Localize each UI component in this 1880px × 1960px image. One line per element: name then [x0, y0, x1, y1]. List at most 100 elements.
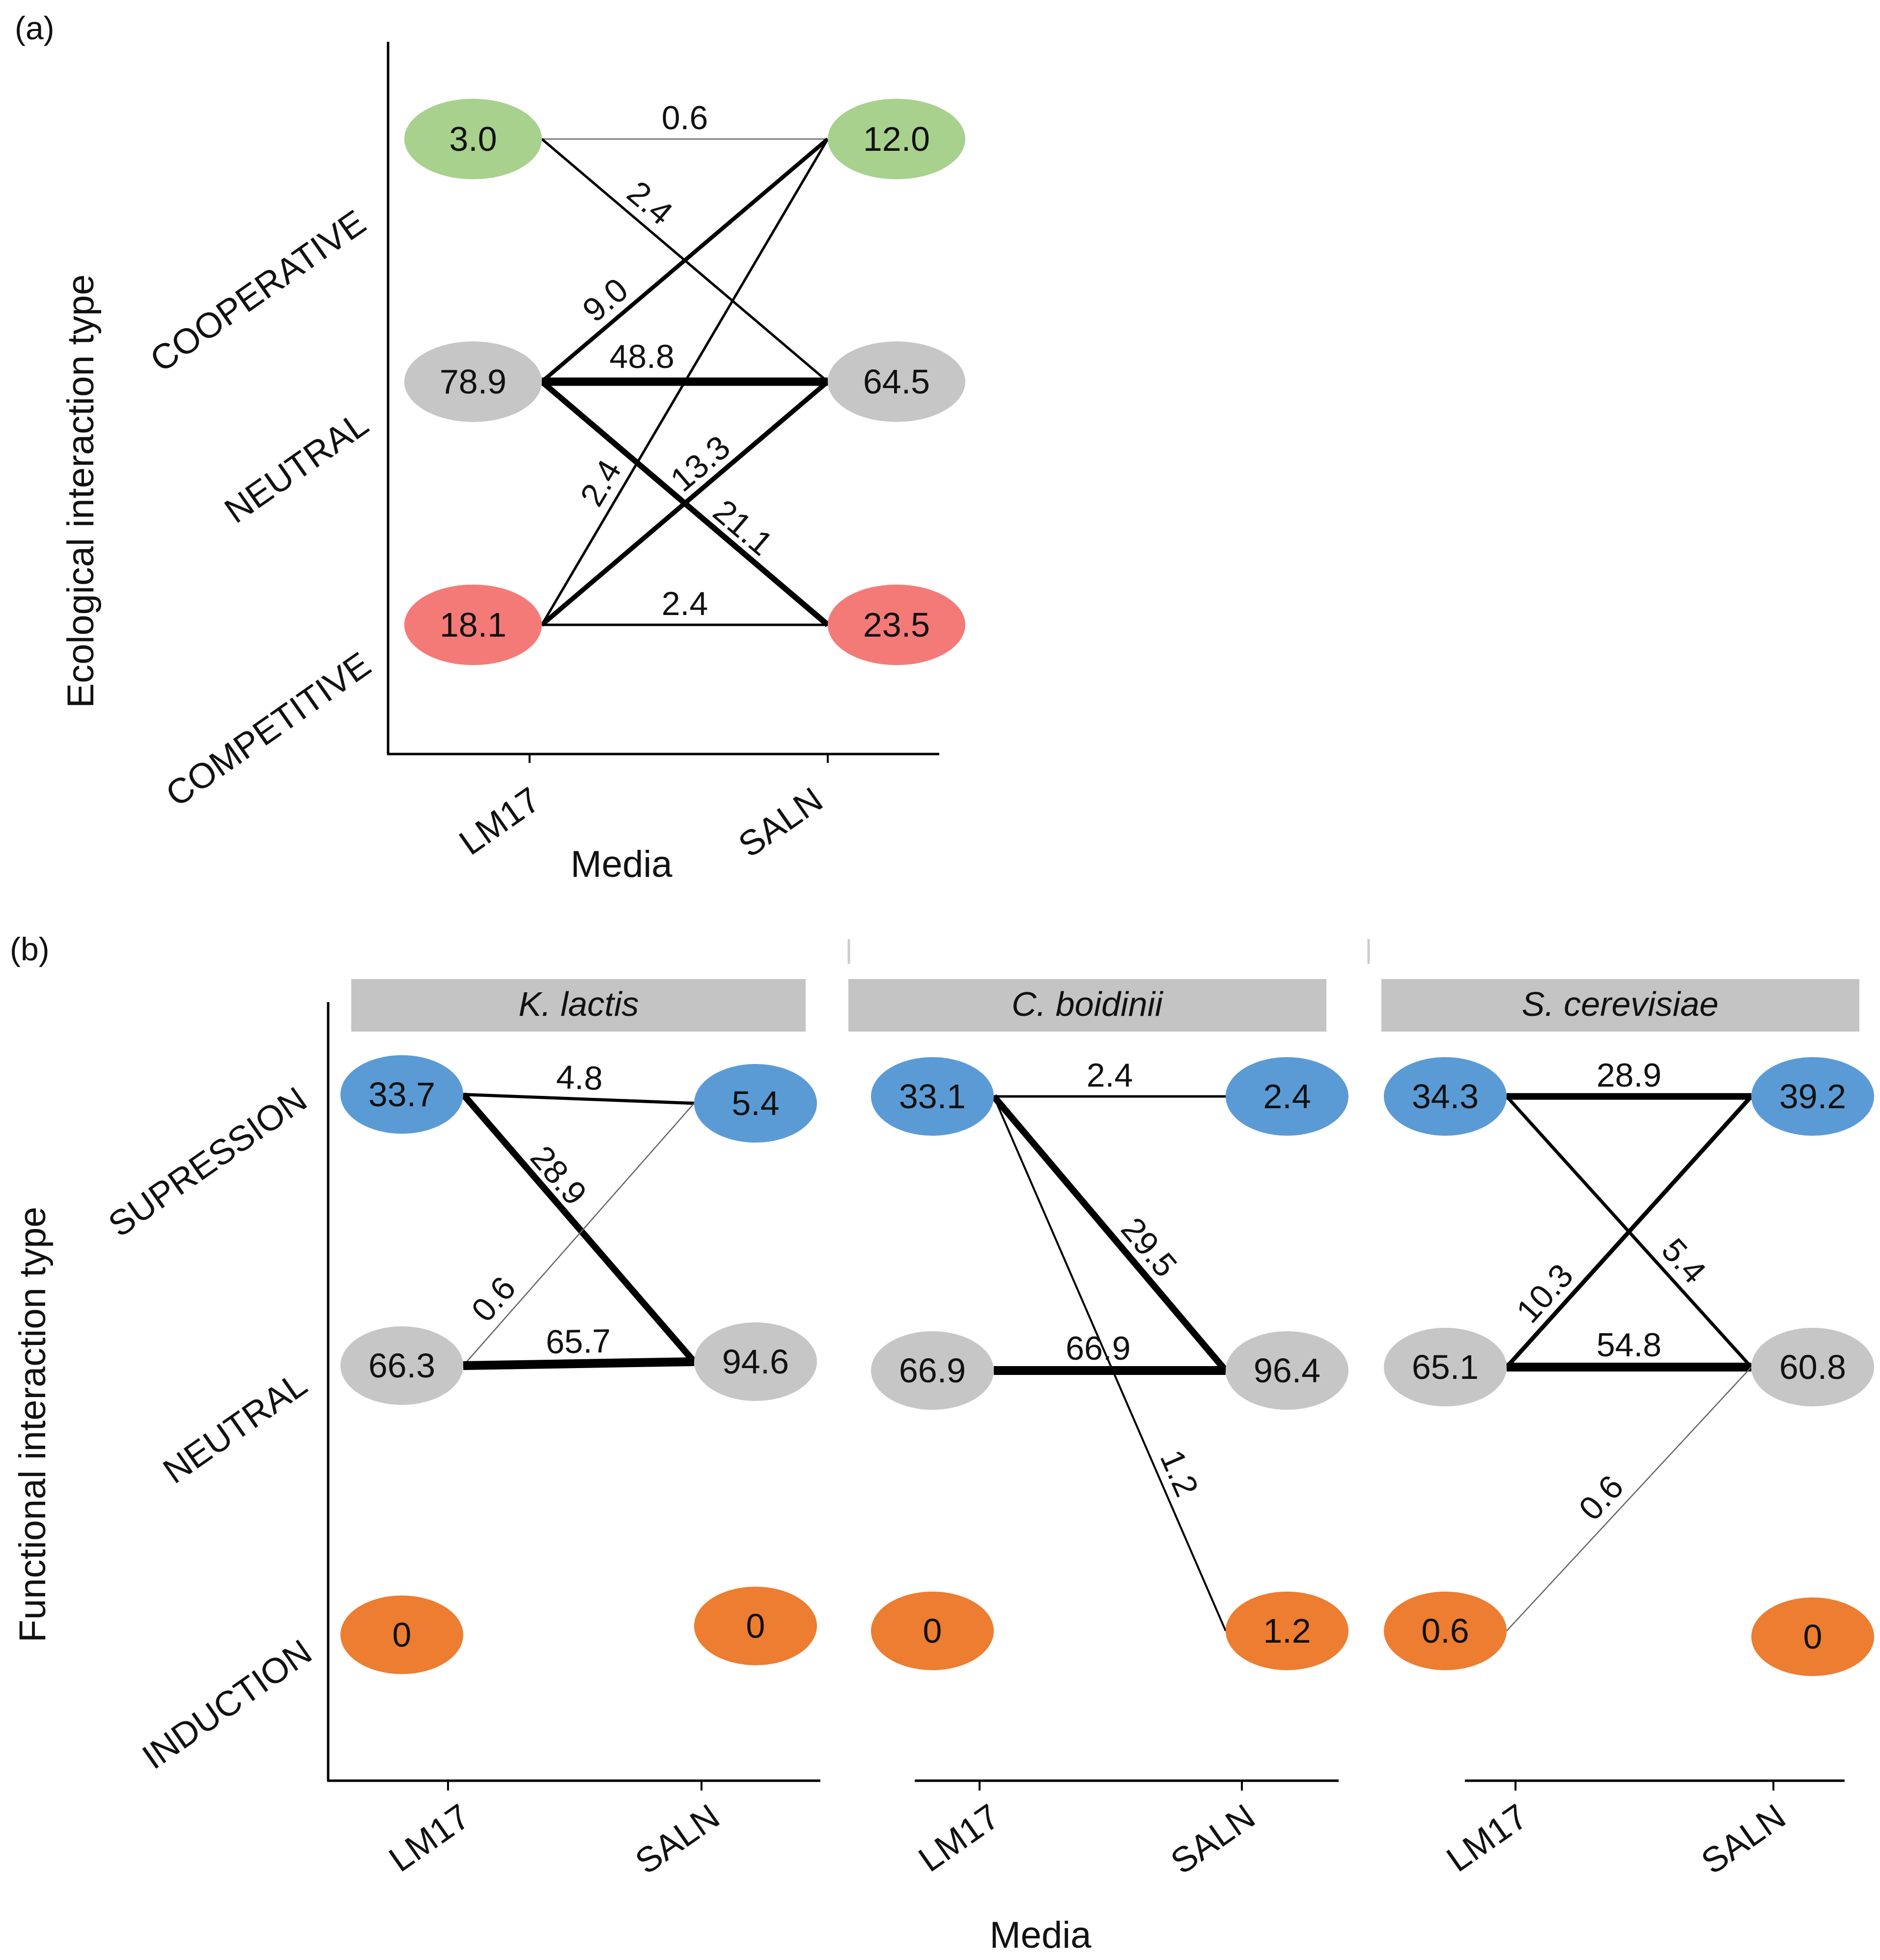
panel-a-node-value-lm17-competitive: 18.1: [440, 606, 506, 644]
panel-a-flow-label-cooperative-to-cooperative: 0.6: [662, 99, 708, 137]
facet-k-lactis-flow-neutral-to-supression: [463, 1103, 695, 1366]
facet-tick-label-saln: SALN: [1694, 1797, 1793, 1882]
facet-nodes: 33.1 66.9 0 2.4 96.4 1.2: [871, 1057, 1348, 1670]
facet-k-lactis-node-value-lm17-neutral: 66.3: [368, 1346, 435, 1385]
panel-a-flow-label-cooperative-to-neutral: 2.4: [620, 174, 679, 232]
facet-strip-c-boidinii: [848, 979, 1326, 1032]
facet-s-cerevisiae-flow-label-neutral-to-neutral: 54.8: [1597, 1326, 1661, 1364]
facet-k-lactis-node-lm17-induction: [340, 1596, 463, 1674]
facet-strip-label-s-cerevisiae: S. cerevisiae: [1522, 985, 1719, 1023]
facet-tick-label-lm17: LM17: [1440, 1797, 1535, 1880]
panel-a-cat-neutral: NEUTRAL: [218, 404, 375, 531]
facet-k-lactis-node-value-saln-induction: 0: [746, 1607, 765, 1645]
panel-a-flows: 0.62.49.048.821.12.4 13.32.4: [540, 99, 830, 627]
panel-a-label: (a): [15, 10, 55, 46]
facet-s-cerevisiae-node-value-lm17-supression: 34.3: [1412, 1077, 1479, 1116]
panel-a-flow-label-neutral-to-cooperative: 9.0: [576, 271, 635, 329]
facet-flows: 28.9 5.4 10.3 54.8 0.6: [1505, 1057, 1753, 1631]
facet-k-lactis-node-value-saln-neutral: 94.6: [722, 1343, 789, 1381]
facet-flows: 2.429.51.266.9: [991, 1057, 1229, 1631]
facet-tick-label-lm17: LM17: [912, 1797, 1007, 1880]
facet-k-lactis-flow-label-neutral-to-supression: 0.6: [464, 1269, 523, 1329]
facet-c-boidinii-node-lm17-induction: [871, 1592, 994, 1670]
facet-c-boidinii-node-lm17-neutral: [871, 1331, 994, 1410]
facet-c-boidinii-flow-label-neutral-to-neutral: 66.9: [1066, 1330, 1130, 1367]
panel-a: (a) Ecological interaction type Media CO…: [15, 10, 965, 885]
facet-c-boidinii-node-saln-induction: [1226, 1592, 1348, 1670]
facet-s-cerevisiae-node-value-lm17-induction: 0.6: [1421, 1612, 1469, 1650]
facet-s-cerevisiae-flow-label-induction-to-neutral: 0.6: [1572, 1468, 1631, 1528]
facet-c-boidinii-node-value-lm17-induction: 0: [923, 1612, 942, 1650]
panel-a-nodes: 3.0 78.9 18.1 12.0 64.5 23.5: [404, 99, 965, 665]
panel-a-flow-label-competitive-to-competitive: 2.4: [662, 585, 708, 622]
panel-a-cat-competitive: COMPETITIVE: [159, 645, 378, 814]
panel-a-node-saln-neutral: [828, 341, 965, 422]
facet-strip-label-c-boidinii: C. boidinii: [1011, 985, 1164, 1023]
facet-nodes: 34.3 65.1 0.6 39.2 60.8 0: [1384, 1057, 1874, 1676]
facet-s-cerevisiae-node-value-saln-neutral: 60.8: [1779, 1348, 1846, 1386]
facet-k-lactis-flow-supression-to-supression: [463, 1092, 695, 1105]
facet-s-cerevisiae-node-lm17-induction: [1384, 1592, 1507, 1670]
facet-k-lactis-node-value-lm17-supression: 33.7: [368, 1075, 435, 1114]
facet-s-cerevisiae-node-value-lm17-neutral: 65.1: [1412, 1348, 1479, 1386]
facet-k-lactis-flow-label-supression-to-supression: 4.8: [556, 1058, 603, 1097]
panel-a-node-value-saln-competitive: 23.5: [863, 606, 930, 644]
facet-c-boidinii-node-value-lm17-supression: 33.1: [899, 1077, 966, 1116]
facet-s-cerevisiae-flow-label-supression-to-neutral: 5.4: [1655, 1231, 1713, 1290]
facet-s-cerevisiae-node-lm17-neutral: [1384, 1328, 1507, 1406]
facet-nodes: 33.7 66.3 0 5.4 94.6 0: [340, 1055, 817, 1674]
panel-a-x-axis-title: Media: [571, 843, 673, 885]
facet-c-boidinii-node-value-saln-induction: 1.2: [1263, 1612, 1311, 1650]
panel-b-y-axis-title: Functional interaction type: [12, 1206, 54, 1642]
panel-a-node-value-saln-cooperative: 12.0: [863, 120, 930, 158]
facet-strip-s-cerevisiae: [1381, 979, 1859, 1032]
panel-a-tick-label-saln: SALN: [731, 780, 830, 865]
facet-s-cerevisiae-node-lm17-supression: [1384, 1057, 1507, 1136]
panel-a-node-lm17-competitive: [404, 585, 542, 665]
panel-a-node-value-lm17-neutral: 78.9: [440, 363, 506, 401]
facet-c-boidinii-node-saln-neutral: [1226, 1331, 1348, 1410]
panel-a-node-lm17-neutral: [404, 341, 542, 422]
panel-a-flow-competitive-to-neutral: [540, 380, 830, 627]
facet-s-cerevisiae-flow-neutral-to-supression: [1505, 1095, 1753, 1369]
facet-flows: 4.828.90.665.7: [460, 1058, 697, 1370]
facet-k-lactis-node-value-saln-supression: 5.4: [731, 1084, 779, 1122]
panel-a-node-value-saln-neutral: 64.5: [863, 363, 930, 401]
facet-k-lactis-flow-neutral-to-neutral: [463, 1357, 695, 1370]
facet-c-boidinii-node-saln-supression: [1226, 1057, 1348, 1136]
facet-s-cerevisiae-node-value-saln-induction: 0: [1803, 1618, 1823, 1656]
facet-k-lactis-flow-supression-to-neutral: [460, 1092, 697, 1364]
panel-a-node-lm17-cooperative: [404, 99, 542, 179]
panel-b: (b) Functional interaction type Media SU…: [10, 931, 1874, 1956]
panel-a-cat-cooperative: COOPERATIVE: [143, 203, 373, 380]
panel-a-flow-label-competitive-to-cooperative: 2.4: [573, 453, 628, 512]
facet-strip-label-k-lactis: K. lactis: [518, 985, 639, 1023]
facet-k-lactis-flow-label-neutral-to-neutral: 65.7: [545, 1322, 611, 1361]
panel-a-flow-competitive-to-cooperative: [540, 138, 829, 626]
facet-s-cerevisiae-node-saln-induction: [1751, 1597, 1874, 1676]
facet-k-lactis-node-saln-supression: [694, 1064, 817, 1143]
panel-a-node-value-lm17-cooperative: 3.0: [449, 120, 497, 158]
facet-tick-label-saln: SALN: [1164, 1797, 1262, 1882]
facet-s-cerevisiae-flow-label-neutral-to-supression: 10.3: [1509, 1257, 1580, 1330]
facet-k-lactis-node-lm17-neutral: [340, 1326, 463, 1405]
panel-b-cat-induction: INDUCTION: [136, 1632, 319, 1777]
facet-s-cerevisiae-flow-label-supression-to-supression: 28.9: [1597, 1057, 1661, 1094]
facet-k-lactis: K. lactis LM17 SALN 4.828.90.665.7 33.76…: [327, 979, 820, 1882]
facet-strip-k-lactis: [351, 979, 806, 1032]
panel-a-node-saln-competitive: [828, 585, 965, 665]
panel-b-cat-neutral: NEUTRAL: [156, 1365, 314, 1491]
facet-c-boidinii-node-value-lm17-neutral: 66.9: [899, 1351, 966, 1390]
panel-a-node-saln-cooperative: [828, 99, 965, 179]
facet-c-boidinii-flow-label-supression-to-induction: 1.2: [1153, 1445, 1206, 1502]
panel-a-tick-label-lm17: LM17: [452, 780, 547, 863]
facet-k-lactis-node-value-lm17-induction: 0: [393, 1616, 412, 1654]
panel-b-cat-supression: SUPRESSION: [102, 1080, 314, 1245]
facet-c-boidinii-node-lm17-supression: [871, 1057, 994, 1136]
facet-s-cerevisiae-node-saln-supression: [1751, 1057, 1874, 1136]
facet-k-lactis-node-saln-induction: [694, 1587, 817, 1665]
facet-c-boidinii-flow-label-supression-to-supression: 2.4: [1087, 1057, 1133, 1094]
facet-c-boidinii-node-value-saln-neutral: 96.4: [1254, 1351, 1320, 1390]
panel-a-y-axis-title: Ecological interaction type: [60, 275, 102, 708]
